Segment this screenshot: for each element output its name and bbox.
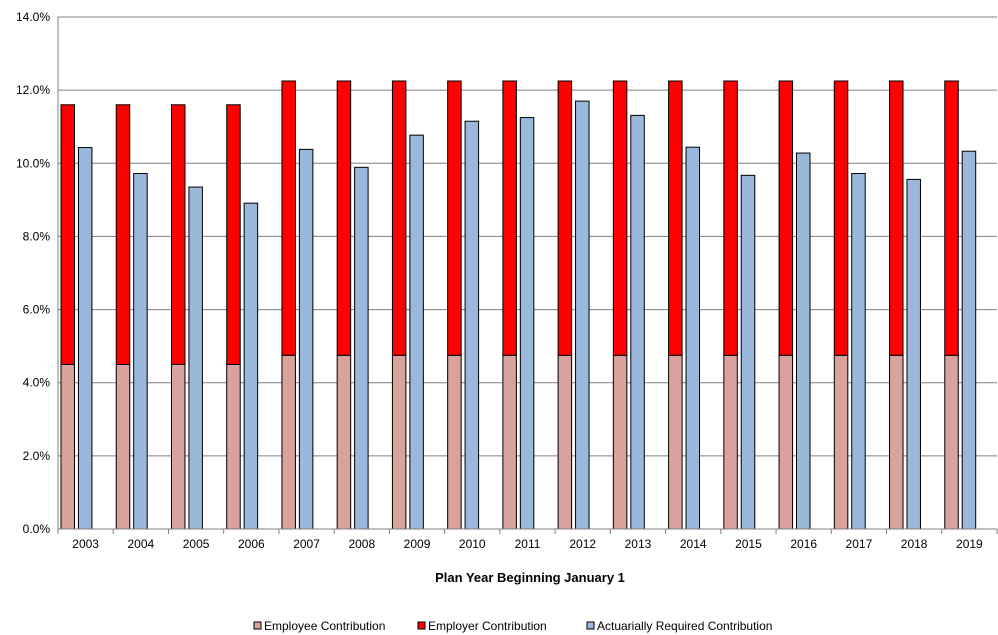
bar-employee-contribution bbox=[944, 354, 959, 530]
bar-actuarially-required-contribution bbox=[575, 100, 590, 530]
bar-employee-contribution bbox=[170, 363, 186, 530]
x-tick-label: 2013 bbox=[625, 537, 652, 551]
bar-actuarially-required-contribution bbox=[519, 117, 535, 530]
y-tick-label: 14.0% bbox=[16, 10, 50, 24]
y-tick-label: 6.0% bbox=[23, 303, 51, 317]
bar-employer-contribution bbox=[612, 80, 628, 356]
bars bbox=[60, 80, 977, 530]
bar-actuarially-required-contribution bbox=[188, 186, 203, 530]
bar-actuarially-required-contribution bbox=[133, 173, 148, 530]
bar-employee-contribution bbox=[668, 354, 683, 530]
x-tick-label: 2012 bbox=[569, 537, 596, 551]
bar-employer-contribution bbox=[502, 80, 517, 356]
bar-employer-contribution bbox=[391, 80, 407, 356]
bar-actuarially-required-contribution bbox=[77, 147, 93, 530]
x-tick-label: 2003 bbox=[72, 537, 99, 551]
bar-employee-contribution bbox=[557, 354, 573, 530]
x-tick-label: 2007 bbox=[293, 537, 320, 551]
y-tick-label: 12.0% bbox=[16, 83, 50, 97]
bar-employee-contribution bbox=[612, 354, 628, 530]
bar-employer-contribution bbox=[889, 80, 904, 356]
x-tick-label: 2014 bbox=[680, 537, 707, 551]
bar-actuarially-required-contribution bbox=[464, 120, 480, 530]
bar-employee-contribution bbox=[226, 363, 241, 530]
bar-actuarially-required-contribution bbox=[630, 114, 645, 530]
legend-label: Employer Contribution bbox=[428, 619, 547, 633]
bar-employer-contribution bbox=[668, 80, 683, 356]
bar-employer-contribution bbox=[557, 80, 573, 356]
bar-actuarially-required-contribution bbox=[851, 173, 866, 530]
y-tick-label: 10.0% bbox=[16, 156, 50, 170]
bar-employee-contribution bbox=[447, 354, 462, 530]
x-tick-label: 2010 bbox=[459, 537, 486, 551]
bar-employee-contribution bbox=[502, 354, 517, 530]
bar-employee-contribution bbox=[60, 363, 75, 530]
y-tick-label: 4.0% bbox=[23, 376, 51, 390]
bar-employer-contribution bbox=[281, 80, 296, 356]
bar-employer-contribution bbox=[226, 104, 241, 365]
x-tick-label: 2004 bbox=[128, 537, 155, 551]
legend: Employee Contribution Employer Contributi… bbox=[253, 619, 772, 633]
x-tick-label: 2018 bbox=[901, 537, 928, 551]
bar-employee-contribution bbox=[281, 354, 296, 530]
x-tick-label: 2008 bbox=[348, 537, 375, 551]
axes: 0.0% 2.0% 4.0% 6.0% 8.0% 10.0% 12.0% 14.0% 2003 2… bbox=[16, 10, 998, 551]
bar-actuarially-required-contribution bbox=[409, 134, 424, 530]
bar-employee-contribution bbox=[778, 354, 794, 530]
bar-actuarially-required-contribution bbox=[795, 152, 811, 530]
x-tick-label: 2017 bbox=[846, 537, 873, 551]
bar-actuarially-required-contribution bbox=[354, 166, 369, 530]
legend-label: Actuarially Required Contribution bbox=[597, 619, 772, 633]
bar-employer-contribution bbox=[115, 104, 131, 365]
bar-employer-contribution bbox=[944, 80, 959, 356]
bar-employee-contribution bbox=[833, 354, 849, 530]
bar-employer-contribution bbox=[778, 80, 794, 356]
bar-actuarially-required-contribution bbox=[243, 202, 259, 530]
bar-employee-contribution bbox=[889, 354, 904, 530]
bar-actuarially-required-contribution bbox=[961, 150, 977, 530]
bar-employer-contribution bbox=[723, 80, 738, 356]
bar-employer-contribution bbox=[447, 80, 462, 356]
bar-actuarially-required-contribution bbox=[740, 174, 756, 530]
bar-employee-contribution bbox=[391, 354, 407, 530]
bar-employer-contribution bbox=[60, 104, 75, 365]
y-tick-label: 0.0% bbox=[23, 522, 51, 536]
bar-employer-contribution bbox=[170, 104, 186, 365]
x-axis-title: Plan Year Beginning January 1 bbox=[435, 570, 625, 585]
bar-employee-contribution bbox=[723, 354, 738, 530]
bar-employer-contribution bbox=[833, 80, 849, 356]
x-tick-label: 2006 bbox=[238, 537, 265, 551]
bar-employer-contribution bbox=[336, 80, 352, 356]
x-tick-label: 2015 bbox=[735, 537, 762, 551]
y-tick-label: 2.0% bbox=[23, 449, 51, 463]
legend-label: Employee Contribution bbox=[264, 619, 385, 633]
x-tick-label: 2011 bbox=[515, 537, 541, 551]
legend-swatch bbox=[586, 621, 595, 630]
bar-actuarially-required-contribution bbox=[298, 148, 314, 530]
bar-employee-contribution bbox=[115, 363, 131, 530]
legend-swatch bbox=[417, 621, 426, 630]
y-tick-label: 8.0% bbox=[23, 229, 51, 243]
x-tick-label: 2009 bbox=[404, 537, 431, 551]
bar-employee-contribution bbox=[336, 354, 352, 530]
x-tick-label: 2019 bbox=[956, 537, 983, 551]
bar-actuarially-required-contribution bbox=[685, 146, 701, 530]
x-tick-label: 2016 bbox=[790, 537, 817, 551]
bar-actuarially-required-contribution bbox=[906, 178, 921, 530]
legend-swatch bbox=[253, 621, 262, 630]
x-tick-label: 2005 bbox=[183, 537, 210, 551]
